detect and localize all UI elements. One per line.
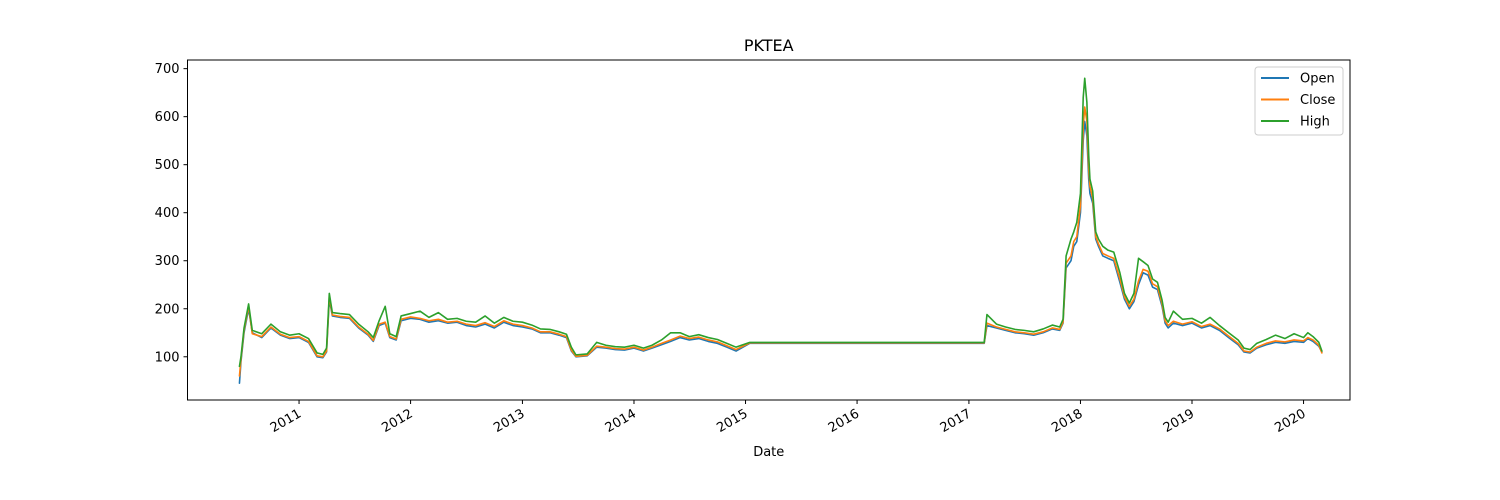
legend-label-close: Close	[1300, 93, 1335, 108]
legend: Open Close High	[1254, 66, 1344, 136]
chart-title: PKTEA	[744, 36, 794, 55]
x-axis-label: Date	[753, 445, 784, 460]
y-tick-label: 300	[155, 254, 180, 269]
y-tick-label: 600	[155, 110, 180, 125]
y-tick-label: 100	[155, 350, 180, 365]
series-line-close	[238, 106, 1323, 377]
y-tick-label: 200	[155, 302, 180, 317]
y-tick-label: 400	[155, 206, 180, 221]
y-tick-label: 500	[155, 158, 180, 173]
legend-box	[1254, 66, 1344, 136]
y-axis: 100 200 300 400 500 600 700	[155, 62, 188, 365]
series-line-high	[238, 77, 1323, 368]
plot-frame	[187, 59, 1351, 401]
series-layer	[238, 77, 1323, 384]
y-tick-label: 700	[155, 62, 180, 77]
legend-label-high: High	[1300, 115, 1330, 130]
legend-label-open: Open	[1300, 72, 1335, 87]
plot-area	[187, 60, 1350, 400]
